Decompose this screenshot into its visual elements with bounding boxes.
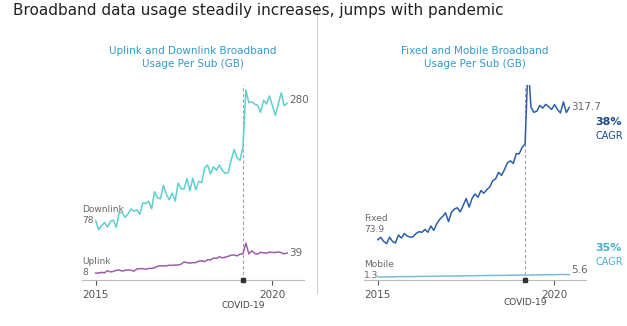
Text: 5.6: 5.6 [571,265,588,275]
Text: Uplink and Downlink Broadband
Usage Per Sub (GB): Uplink and Downlink Broadband Usage Per … [109,46,277,69]
Text: 317.7: 317.7 [571,102,601,112]
Text: COVID-19: COVID-19 [221,301,265,310]
Text: 280: 280 [289,95,309,105]
Text: Broadband data usage steadily increases, jumps with pandemic: Broadband data usage steadily increases,… [13,3,503,18]
Text: Mobile
1.3: Mobile 1.3 [364,260,394,280]
Text: 38%: 38% [595,117,621,127]
Text: Fixed and Mobile Broadband
Usage Per Sub (GB): Fixed and Mobile Broadband Usage Per Sub… [401,46,549,69]
Text: Downlink
78: Downlink 78 [82,205,124,225]
Text: CAGR: CAGR [595,257,623,267]
Text: COVID-19: COVID-19 [503,298,547,307]
Text: 39: 39 [289,248,302,258]
Text: CAGR: CAGR [595,131,623,141]
Text: Fixed
73.9: Fixed 73.9 [364,214,388,234]
Text: 35%: 35% [595,243,621,253]
Text: Uplink
8: Uplink 8 [82,257,111,277]
